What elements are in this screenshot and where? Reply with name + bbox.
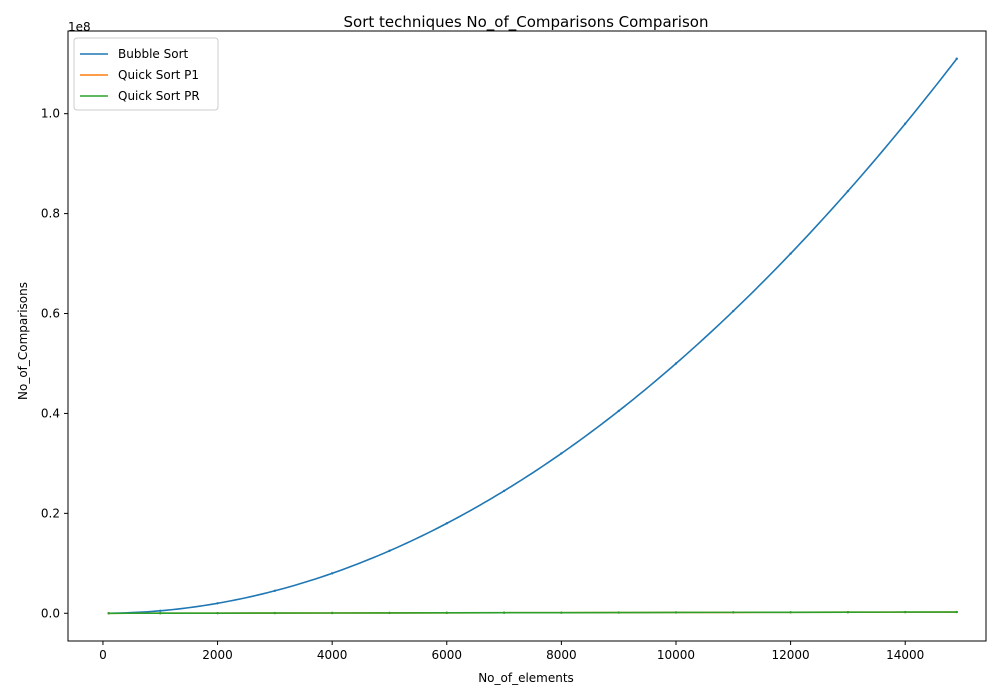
plot-lines <box>107 57 958 615</box>
legend-label: Bubble Sort <box>118 47 188 61</box>
data-point <box>904 122 907 125</box>
x-axis-ticks: 0 2000 4000 6000 8000 10000 12000 14000 <box>99 641 924 662</box>
chart-title: Sort techniques No_of_Comparisons Compar… <box>344 13 709 32</box>
legend-label: Quick Sort P1 <box>118 68 199 82</box>
data-point <box>732 611 735 614</box>
data-point <box>216 602 219 605</box>
data-point <box>502 611 506 614</box>
data-point <box>159 612 162 615</box>
data-point <box>273 589 277 592</box>
data-point <box>617 611 620 614</box>
legend-label: Quick Sort PR <box>118 89 200 103</box>
data-point <box>904 610 907 614</box>
y-tick-label: 0.8 <box>41 207 60 221</box>
data-point <box>674 611 678 614</box>
data-point <box>955 57 958 60</box>
x-tick-label: 12000 <box>772 648 810 662</box>
y-tick-label: 1.0 <box>41 107 60 121</box>
y-axis-label: No_of_Comparisons <box>16 282 30 400</box>
data-point <box>330 611 334 615</box>
data-point <box>445 611 448 615</box>
data-point <box>789 611 792 614</box>
legend: Bubble Sort Quick Sort P1 Quick Sort PR <box>73 37 219 111</box>
data-point <box>159 609 162 612</box>
y-tick-label: 0.2 <box>41 506 60 520</box>
data-point <box>107 612 110 615</box>
y-axis-ticks: 0.0 0.2 0.4 0.6 0.8 1.0 <box>41 107 68 620</box>
y-tick-label: 0.0 <box>41 606 60 620</box>
data-point <box>955 610 958 614</box>
x-tick-label: 6000 <box>432 648 463 662</box>
x-tick-label: 8000 <box>546 648 577 662</box>
data-point <box>846 611 850 614</box>
x-tick-label: 2000 <box>202 648 233 662</box>
x-tick-label: 0 <box>99 648 107 662</box>
data-point <box>388 611 391 615</box>
y-tick-label: 0.4 <box>41 406 60 420</box>
y-tick-label: 0.6 <box>41 307 60 321</box>
y-offset-label: 1e8 <box>68 20 91 34</box>
data-point <box>216 611 219 615</box>
data-point <box>502 489 506 493</box>
data-point <box>273 611 277 615</box>
x-tick-label: 14000 <box>886 648 924 662</box>
data-point <box>388 549 391 553</box>
x-tick-label: 4000 <box>317 648 348 662</box>
data-point <box>445 522 448 525</box>
data-point <box>846 189 850 193</box>
data-point <box>789 252 792 255</box>
series-line-bubble-sort <box>108 58 958 615</box>
legend-box <box>73 37 219 111</box>
data-point <box>330 572 334 575</box>
data-point <box>560 611 563 614</box>
data-point <box>732 309 735 313</box>
data-point <box>617 409 620 413</box>
series-line-quick-sort-pr <box>108 611 957 615</box>
plot-frame <box>67 30 987 642</box>
data-point <box>560 452 563 455</box>
x-axis-label: No_of_elements <box>478 671 574 685</box>
data-point <box>674 362 678 365</box>
x-tick-label: 10000 <box>657 648 695 662</box>
